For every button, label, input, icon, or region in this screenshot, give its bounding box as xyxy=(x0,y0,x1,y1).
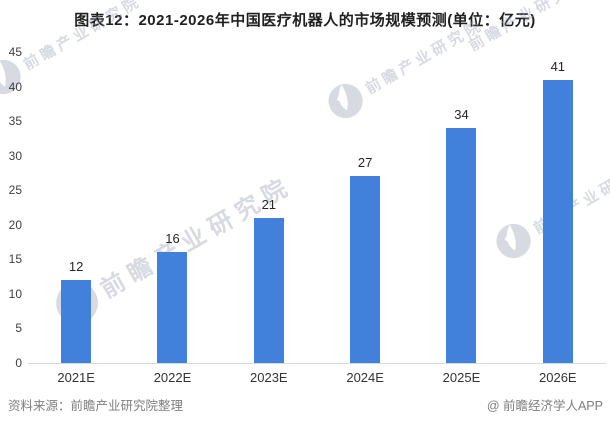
bar xyxy=(253,217,284,363)
y-axis-tick-label: 0 xyxy=(15,356,22,370)
bar-value-label: 16 xyxy=(165,231,180,247)
bar xyxy=(542,79,573,363)
plot-area: 12 2021E 16 2022E 21 2023E 27 2024E 34 2025E 41 202… xyxy=(28,52,606,385)
bar-value-label: 27 xyxy=(357,155,373,171)
y-axis-tick-label: 15 xyxy=(8,252,22,267)
bar-column: 27 2024E xyxy=(317,52,413,385)
y-axis-tick-label: 45 xyxy=(8,45,22,59)
bar xyxy=(446,128,477,363)
source-note: 资料来源：前瞻产业研究院整理 xyxy=(8,399,184,413)
bar-value-label: 41 xyxy=(550,58,566,74)
bar-chart: 前瞻产业研究院前瞻产业研究院前瞻产业研究院前瞻产业研究院前瞻产业研究院 0510… xyxy=(0,0,610,386)
bar-value-label: 21 xyxy=(261,196,277,212)
y-axis-tick-label: 40 xyxy=(8,79,22,94)
bar-column: 12 2021E xyxy=(28,52,124,385)
bar-value-label: 12 xyxy=(68,259,84,275)
y-axis-tick-label: 10 xyxy=(8,286,22,301)
credit-note: @ 前瞻经济学人APP xyxy=(486,399,603,413)
bar xyxy=(157,252,188,363)
bar-column: 34 2025E xyxy=(413,52,509,385)
x-axis-label: 2026E xyxy=(539,370,577,385)
y-axis-tick-label: 30 xyxy=(8,148,22,163)
y-axis-tick-label: 25 xyxy=(8,183,22,198)
bar xyxy=(350,176,381,363)
x-axis-label: 2024E xyxy=(346,370,384,385)
bar-column: 41 2026E xyxy=(510,52,606,385)
bar-value-label: 34 xyxy=(454,107,469,123)
x-axis-label: 2022E xyxy=(153,370,192,385)
bar xyxy=(61,280,92,363)
chart-footer: 资料来源：前瞻产业研究院整理 @ 前瞻经济学人APP xyxy=(8,395,603,414)
x-axis-label: 2021E xyxy=(57,370,95,385)
y-axis-tick-label: 35 xyxy=(8,114,22,129)
chart-title: 图表12：2021-2026年中国医疗机器人的市场规模预测(单位：亿元) xyxy=(74,12,536,29)
bar-column: 21 2023E xyxy=(221,52,317,385)
bar-column: 16 2022E xyxy=(124,52,220,385)
y-axis-tick-label: 20 xyxy=(8,217,22,232)
y-axis: 0 5 10 15 20 25 30 35 40 45 xyxy=(0,40,24,386)
y-axis-tick-label: 5 xyxy=(15,321,22,336)
x-axis-label: 2025E xyxy=(442,370,481,385)
x-axis-label: 2023E xyxy=(250,370,288,385)
